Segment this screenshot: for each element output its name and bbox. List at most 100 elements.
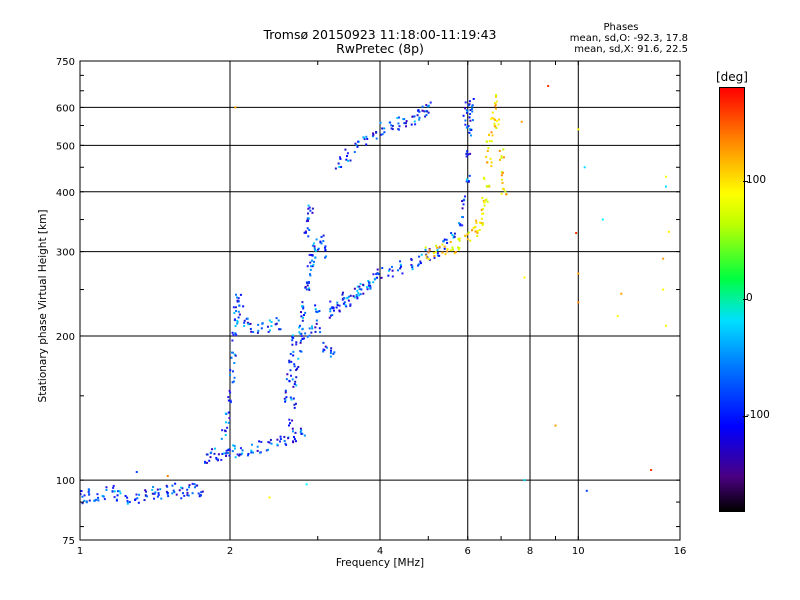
o-mode-point: [414, 123, 417, 126]
o-mode-point: [459, 223, 462, 226]
colorbar-tick: [743, 416, 748, 417]
o-mode-point: [250, 330, 253, 333]
o-mode-point: [396, 117, 399, 120]
o-mode-point: [174, 482, 177, 485]
o-mode-point: [324, 256, 327, 259]
o-mode-point: [366, 137, 369, 140]
o-mode-point: [301, 301, 304, 304]
o-mode-point: [241, 449, 244, 452]
o-mode-point: [136, 497, 139, 500]
o-mode-point: [387, 274, 390, 277]
o-mode-point: [466, 112, 469, 115]
o-mode-point: [436, 252, 439, 255]
o-mode-point: [390, 124, 393, 127]
o-mode-point: [201, 490, 204, 493]
o-mode-point: [291, 427, 294, 430]
o-mode-point: [258, 440, 261, 443]
o-mode-point: [311, 211, 314, 214]
o-mode-point: [322, 234, 325, 237]
o-mode-point: [229, 369, 232, 372]
x-mode-point: [494, 107, 497, 110]
x-tick-label: 2: [227, 546, 233, 557]
o-mode-point: [342, 291, 345, 294]
o-mode-point: [226, 451, 229, 454]
o-mode-point: [340, 165, 343, 168]
o-mode-point: [375, 137, 378, 140]
scattered-point: [665, 324, 668, 327]
o-mode-point: [293, 435, 296, 438]
o-mode-point: [307, 217, 310, 220]
o-mode-point: [237, 316, 240, 319]
o-mode-point: [459, 224, 462, 227]
scattered-point: [523, 479, 526, 482]
o-mode-point: [241, 452, 244, 455]
o-mode-point: [221, 429, 224, 432]
o-mode-point: [411, 115, 414, 118]
o-mode-point: [294, 402, 297, 405]
o-mode-point: [411, 265, 414, 268]
o-mode-point: [270, 325, 273, 328]
o-mode-point: [329, 300, 332, 303]
x-mode-point: [501, 171, 504, 174]
o-mode-point: [81, 495, 84, 498]
o-mode-point: [389, 121, 392, 124]
o-mode-point: [306, 284, 309, 287]
o-mode-point: [292, 441, 295, 444]
o-mode-point: [307, 235, 310, 238]
o-mode-point: [198, 495, 201, 498]
o-mode-point: [311, 327, 314, 330]
o-mode-point: [231, 381, 234, 384]
scattered-point: [305, 483, 308, 486]
o-mode-point: [307, 207, 310, 210]
o-mode-point: [293, 406, 296, 409]
o-mode-point: [304, 231, 307, 234]
o-mode-point: [165, 490, 168, 493]
x-mode-point: [498, 118, 501, 121]
o-mode-point: [175, 493, 178, 496]
phase-legend-o: mean, sd,O: -92.3, 17.8: [569, 33, 688, 44]
x-mode-point: [458, 237, 461, 240]
o-mode-point: [353, 151, 356, 154]
o-mode-point: [112, 484, 115, 487]
o-mode-point: [300, 429, 303, 432]
o-mode-point: [467, 180, 470, 183]
o-mode-point: [443, 238, 446, 241]
o-mode-point: [424, 248, 427, 251]
o-mode-point: [80, 490, 83, 493]
o-mode-point: [315, 322, 318, 325]
o-mode-point: [451, 233, 454, 236]
o-mode-point: [220, 437, 223, 440]
x-mode-point: [500, 174, 503, 177]
x-mode-point: [428, 249, 431, 252]
o-mode-point: [329, 351, 332, 354]
o-mode-point: [144, 489, 147, 492]
o-mode-point: [320, 242, 323, 245]
o-mode-point: [329, 310, 332, 313]
x-mode-point: [472, 227, 475, 230]
o-mode-point: [310, 331, 313, 334]
o-mode-point: [290, 374, 293, 377]
o-mode-point: [233, 376, 236, 379]
o-mode-point: [285, 378, 288, 381]
o-mode-point: [368, 281, 371, 284]
o-mode-point: [87, 488, 90, 491]
o-mode-point: [256, 449, 259, 452]
o-mode-point: [344, 148, 347, 151]
o-mode-point: [246, 454, 249, 457]
o-mode-point: [239, 447, 242, 450]
o-mode-point: [83, 494, 86, 497]
x-mode-point: [482, 199, 485, 202]
o-mode-point: [126, 496, 129, 499]
o-mode-point: [397, 128, 400, 131]
x-mode-point: [501, 181, 504, 184]
o-mode-point: [349, 304, 352, 307]
x-mode-point: [493, 102, 496, 105]
o-mode-point: [151, 488, 154, 491]
x-mode-point: [505, 193, 508, 196]
o-mode-point: [410, 123, 413, 126]
o-mode-point: [345, 305, 348, 308]
o-mode-point: [232, 444, 235, 447]
x-mode-point: [500, 155, 503, 158]
o-mode-point: [359, 293, 362, 296]
o-mode-point: [156, 495, 159, 498]
